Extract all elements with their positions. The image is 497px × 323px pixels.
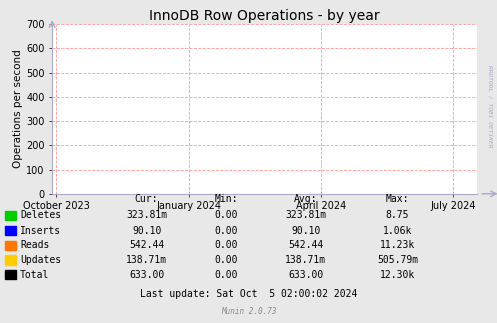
Text: 12.30k: 12.30k bbox=[380, 270, 415, 280]
Text: Updates: Updates bbox=[20, 255, 61, 265]
Title: InnoDB Row Operations - by year: InnoDB Row Operations - by year bbox=[149, 9, 380, 23]
Text: 633.00: 633.00 bbox=[129, 270, 164, 280]
Text: 505.79m: 505.79m bbox=[377, 255, 418, 265]
Text: RRDTOOL / TOBI OETIKER: RRDTOOL / TOBI OETIKER bbox=[487, 65, 492, 148]
Text: Inserts: Inserts bbox=[20, 226, 61, 235]
Text: 542.44: 542.44 bbox=[129, 241, 164, 250]
Text: 323.81m: 323.81m bbox=[126, 211, 167, 220]
Text: 138.71m: 138.71m bbox=[126, 255, 167, 265]
Text: Max:: Max: bbox=[386, 194, 410, 204]
Text: Min:: Min: bbox=[214, 194, 238, 204]
Text: Total: Total bbox=[20, 270, 49, 280]
Text: 8.75: 8.75 bbox=[386, 211, 410, 220]
Text: Avg:: Avg: bbox=[294, 194, 318, 204]
Text: Munin 2.0.73: Munin 2.0.73 bbox=[221, 307, 276, 316]
Text: Cur:: Cur: bbox=[135, 194, 159, 204]
Text: 90.10: 90.10 bbox=[132, 226, 162, 235]
Text: 11.23k: 11.23k bbox=[380, 241, 415, 250]
Text: 542.44: 542.44 bbox=[288, 241, 323, 250]
Text: 1.06k: 1.06k bbox=[383, 226, 413, 235]
Text: 0.00: 0.00 bbox=[214, 211, 238, 220]
Text: 0.00: 0.00 bbox=[214, 255, 238, 265]
Text: 90.10: 90.10 bbox=[291, 226, 321, 235]
Y-axis label: Operations per second: Operations per second bbox=[13, 50, 23, 168]
Text: 0.00: 0.00 bbox=[214, 241, 238, 250]
Text: 138.71m: 138.71m bbox=[285, 255, 326, 265]
Text: 323.81m: 323.81m bbox=[285, 211, 326, 220]
Text: Reads: Reads bbox=[20, 241, 49, 250]
Text: 0.00: 0.00 bbox=[214, 226, 238, 235]
Text: 633.00: 633.00 bbox=[288, 270, 323, 280]
Text: Deletes: Deletes bbox=[20, 211, 61, 220]
Text: Last update: Sat Oct  5 02:00:02 2024: Last update: Sat Oct 5 02:00:02 2024 bbox=[140, 288, 357, 298]
Text: 0.00: 0.00 bbox=[214, 270, 238, 280]
